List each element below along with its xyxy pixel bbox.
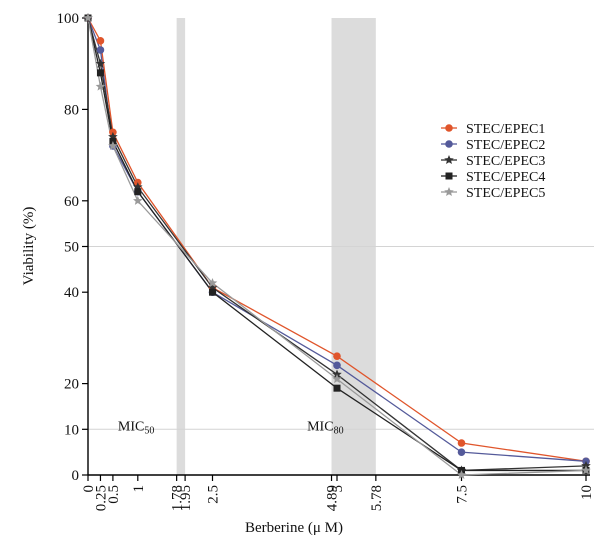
data-point-series-2 xyxy=(333,361,341,370)
x-tick-label: 5 xyxy=(330,485,346,493)
legend-entry: STEC/EPEC4 xyxy=(466,170,545,185)
y-tick-label: 50 xyxy=(64,240,79,256)
x-tick-label: 0.25 xyxy=(93,485,109,511)
x-tick-label: 0.5 xyxy=(106,485,122,504)
data-point-series-4 xyxy=(96,69,104,77)
x-tick-label: 2.5 xyxy=(206,485,222,504)
data-point-series-3 xyxy=(332,369,342,379)
data-point-series-5 xyxy=(332,374,342,384)
data-point-series-5 xyxy=(133,195,143,205)
data-point-series-1 xyxy=(96,37,105,45)
y-tick-label: 100 xyxy=(57,11,80,27)
x-tick-label: 7.5 xyxy=(455,485,471,504)
x-axis-title: Berberine (μ M) xyxy=(245,520,343,536)
y-tick-label: 40 xyxy=(64,285,79,301)
data-point-series-4 xyxy=(209,288,216,296)
data-point-series-1 xyxy=(333,352,341,360)
legend-marker xyxy=(445,172,453,180)
y-axis-title: Viability (%) xyxy=(21,207,37,286)
data-point-series-4 xyxy=(134,188,142,196)
data-point-series-2 xyxy=(457,448,466,456)
x-tick-label: 0 xyxy=(81,485,97,493)
series-line-5 xyxy=(87,17,587,476)
series-markers xyxy=(83,13,591,480)
data-point-series-3 xyxy=(95,58,106,68)
reference-lines xyxy=(88,246,594,430)
legend-marker xyxy=(444,187,454,197)
legend-entry: STEC/EPEC3 xyxy=(466,154,545,169)
legend-marker xyxy=(445,140,453,148)
data-point-series-2 xyxy=(96,46,105,54)
x-tick-label: 5.78 xyxy=(369,485,385,511)
annotation-base: MIC xyxy=(307,419,333,434)
y-tick-label: 80 xyxy=(64,102,79,118)
data-point-series-5 xyxy=(581,465,591,475)
legend-entry: STEC/EPEC2 xyxy=(466,138,545,153)
data-point-series-5 xyxy=(207,278,218,288)
data-point-series-1 xyxy=(457,439,466,447)
y-tick-label: 60 xyxy=(64,194,79,210)
y-tick-label: 0 xyxy=(72,468,80,484)
legend-entry: STEC/EPEC1 xyxy=(466,122,545,137)
x-tick-label: 10 xyxy=(579,485,595,500)
annotation-subscript: 50 xyxy=(144,425,154,436)
data-point-series-5 xyxy=(108,140,118,151)
mic-annotation-2: MIC80 xyxy=(307,419,343,436)
annotation-base: MIC xyxy=(118,419,144,434)
data-point-series-5 xyxy=(456,470,467,480)
x-tick-label: 1.95 xyxy=(178,485,194,511)
annotation-subscript: 80 xyxy=(334,425,344,436)
mic-annotation-1: MIC50 xyxy=(118,419,154,436)
legend-marker xyxy=(445,124,453,132)
legend-marker xyxy=(444,155,454,165)
data-point-series-4 xyxy=(333,384,341,392)
data-point-series-5 xyxy=(95,81,106,91)
annotations: MIC50 MIC80 xyxy=(118,419,344,436)
legend: STEC/EPEC1STEC/EPEC2STEC/EPEC3STEC/EPEC4… xyxy=(441,122,545,201)
y-tick-label: 20 xyxy=(64,377,79,393)
x-tick-label: 1.78 xyxy=(170,485,186,511)
y-tick-label: 10 xyxy=(64,422,79,438)
x-tick-label: 1 xyxy=(131,485,147,493)
data-point-series-5 xyxy=(83,13,93,23)
legend-entry: STEC/EPEC5 xyxy=(466,186,545,201)
series-line-1 xyxy=(87,17,587,462)
x-tick-label: 4.89 xyxy=(325,485,341,511)
